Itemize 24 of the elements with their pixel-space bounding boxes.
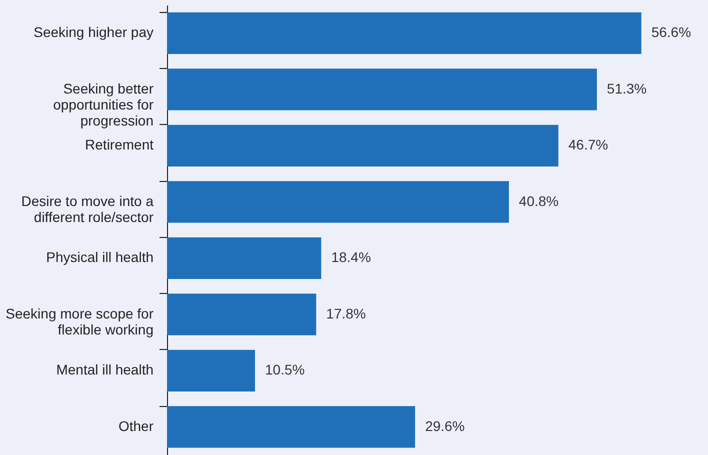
bar xyxy=(167,294,316,336)
bar xyxy=(167,406,416,448)
data-label: 40.8% xyxy=(518,192,559,209)
bar xyxy=(167,68,597,110)
bar xyxy=(167,124,558,166)
bar xyxy=(167,350,255,392)
y-tick-label: Mental ill health xyxy=(56,362,154,378)
bar xyxy=(167,237,322,279)
bar xyxy=(167,12,642,54)
data-label: 56.6% xyxy=(651,24,692,40)
y-tick-label: Retirement xyxy=(85,136,154,153)
y-tick-label: Other xyxy=(118,418,154,434)
data-label: 17.8% xyxy=(326,305,366,322)
data-label: 10.5% xyxy=(264,362,305,378)
data-label: 29.6% xyxy=(425,418,465,434)
y-tick-label: Physical ill health xyxy=(46,249,154,266)
bar xyxy=(167,181,509,223)
data-label: 51.3% xyxy=(606,80,647,96)
data-label: 18.4% xyxy=(331,249,371,266)
y-tick-label: Seeking more scope for flexible working xyxy=(6,305,154,338)
y-tick-label: Seeking higher pay xyxy=(34,24,154,40)
data-label: 46.7% xyxy=(568,136,608,153)
y-tick-label: Desire to move into a different role/sector xyxy=(21,192,154,225)
y-tick-label: Seeking better opportunities for progression xyxy=(53,80,154,128)
